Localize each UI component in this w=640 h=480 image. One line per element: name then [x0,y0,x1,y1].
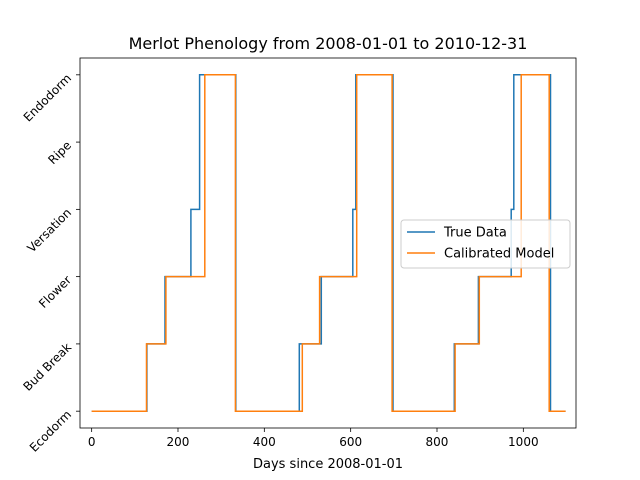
y-tick-label: Bud Break [20,340,74,394]
y-tick-label: Endodorm [21,71,74,124]
x-tick-label: 200 [167,435,190,449]
y-tick-label: Ripe [45,138,74,167]
x-tick-label: 600 [339,435,362,449]
y-tick-label: Flower [36,273,74,311]
legend-label: Calibrated Model [444,247,554,262]
y-tick-label: Versation [24,206,74,256]
chart-title: Merlot Phenology from 2008-01-01 to 2010… [129,34,528,53]
x-axis-label: Days since 2008-01-01 [253,457,403,472]
legend-box [400,219,571,269]
series-line-calibrated-model [91,74,566,412]
x-tick-label: 1000 [508,435,539,449]
legend: True Data Calibrated Model [400,219,571,269]
x-tick-label: 800 [426,435,449,449]
y-tick-label: Ecodorm [27,407,74,454]
plot-frame [79,57,577,429]
legend-label: True Data [443,226,507,241]
x-tick-label: 400 [253,435,276,449]
x-tick-label: 0 [88,435,96,449]
